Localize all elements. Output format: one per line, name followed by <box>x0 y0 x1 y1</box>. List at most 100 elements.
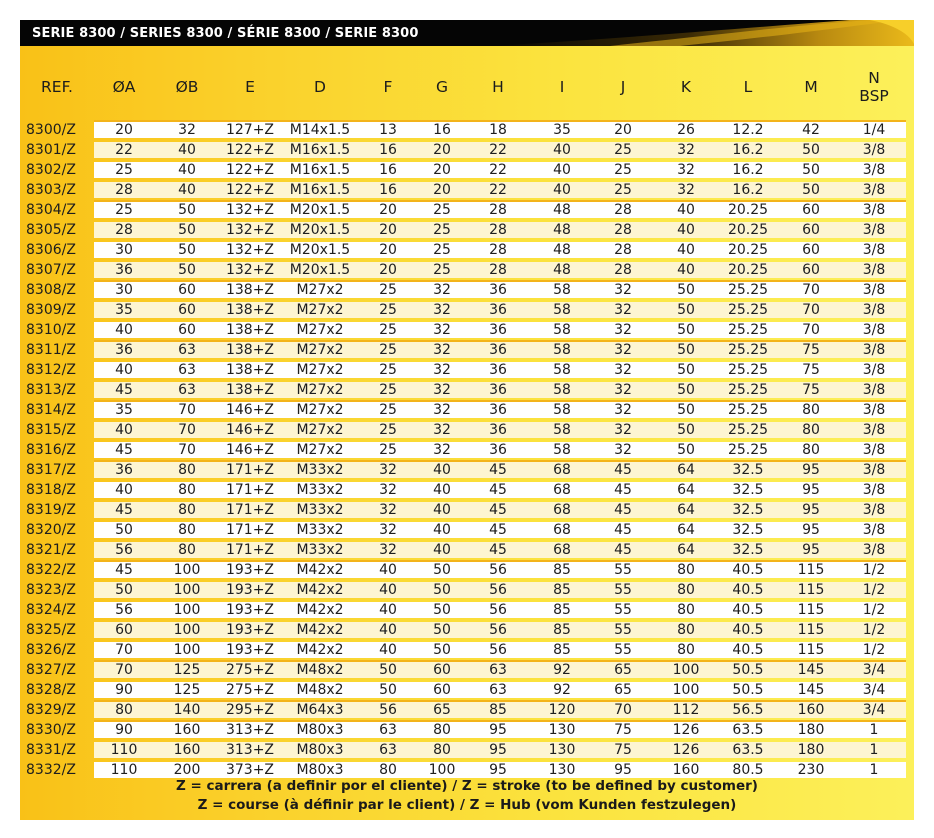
cell-diam-b: 70 <box>178 422 196 438</box>
cell-l: 20.25 <box>727 222 769 238</box>
cell-n-bsp: 3/8 <box>862 442 886 458</box>
cell-ref: 8321/Z <box>26 542 76 558</box>
cell-diam-b: 63 <box>178 362 196 378</box>
cell-g: 40 <box>433 542 451 558</box>
cell-g: 60 <box>433 682 451 698</box>
cell-i: 85 <box>553 622 571 638</box>
cell-ref: 8314/Z <box>26 402 76 418</box>
cell-diam-a: 25 <box>115 202 133 218</box>
cell-k: 50 <box>677 422 695 438</box>
cell-n-bsp: 3/8 <box>862 402 886 418</box>
cell-f: 25 <box>379 362 397 378</box>
cell-m: 180 <box>797 742 825 758</box>
cell-diam-b: 100 <box>173 602 201 618</box>
cell-g: 20 <box>433 182 451 198</box>
cell-d: M27x2 <box>296 362 344 378</box>
header-d: D <box>314 78 326 96</box>
cell-e: 193+Z <box>225 602 275 618</box>
cell-e: 122+Z <box>225 142 275 158</box>
cell-diam-a: 80 <box>115 702 133 718</box>
cell-i: 40 <box>553 162 571 178</box>
header-h: H <box>492 78 504 96</box>
cell-k: 64 <box>677 522 695 538</box>
cell-i: 68 <box>553 502 571 518</box>
cell-d: M80x3 <box>296 762 344 778</box>
cell-h: 95 <box>489 722 507 738</box>
cell-e: 138+Z <box>225 302 275 318</box>
table-row: 8319/Z 45 80 171+Z M33x2 32 40 45 68 45 64 32.5 95 3/… <box>20 500 914 520</box>
table-row: 8303/Z 28 40 122+Z M16x1.5 16 20 22 40 25 32 16.2 50… <box>20 180 914 200</box>
cell-e: 313+Z <box>225 742 275 758</box>
cell-l: 40.5 <box>732 642 764 658</box>
cell-m: 115 <box>797 582 825 598</box>
cell-g: 40 <box>433 482 451 498</box>
cell-f: 32 <box>379 522 397 538</box>
cell-m: 95 <box>802 482 820 498</box>
cell-ref: 8308/Z <box>26 282 76 298</box>
cell-j: 65 <box>614 662 632 678</box>
cell-f: 25 <box>379 422 397 438</box>
cell-f: 13 <box>379 122 397 138</box>
cell-h: 63 <box>489 682 507 698</box>
cell-d: M48x2 <box>296 662 344 678</box>
cell-n-bsp: 3/8 <box>862 502 886 518</box>
cell-h: 36 <box>489 382 507 398</box>
cell-l: 40.5 <box>732 562 764 578</box>
row-group-separator <box>94 700 906 702</box>
cell-m: 115 <box>797 642 825 658</box>
row-background <box>94 422 906 438</box>
cell-ref: 8317/Z <box>26 462 76 478</box>
cell-j: 25 <box>614 182 632 198</box>
row-group-separator <box>94 120 906 122</box>
cell-d: M16x1.5 <box>289 162 351 178</box>
title-banner: SERIE 8300 / SERIES 8300 / SÉRIE 8300 / … <box>20 20 914 46</box>
cell-diam-a: 70 <box>115 642 133 658</box>
table-row: 8307/Z 36 50 132+Z M20x1.5 20 25 28 48 28 40 20.25 6… <box>20 260 914 280</box>
cell-diam-a: 45 <box>115 382 133 398</box>
cell-h: 36 <box>489 422 507 438</box>
cell-e: 275+Z <box>225 682 275 698</box>
row-background <box>94 322 906 338</box>
row-background <box>94 742 906 758</box>
cell-diam-b: 140 <box>173 702 201 718</box>
cell-j: 45 <box>614 482 632 498</box>
cell-j: 45 <box>614 502 632 518</box>
cell-diam-b: 200 <box>173 762 201 778</box>
cell-g: 50 <box>433 562 451 578</box>
cell-diam-b: 40 <box>178 162 196 178</box>
cell-n-bsp: 3/8 <box>862 162 886 178</box>
cell-e: 132+Z <box>225 242 275 258</box>
footer-note-2: Z = course (à définir par le client) / Z… <box>197 797 737 813</box>
cell-e: 373+Z <box>225 762 275 778</box>
cell-m: 230 <box>797 762 825 778</box>
cell-g: 20 <box>433 162 451 178</box>
cell-i: 58 <box>553 282 571 298</box>
cell-l: 25.25 <box>727 382 769 398</box>
cell-i: 120 <box>548 702 576 718</box>
cell-m: 60 <box>802 222 820 238</box>
cell-n-bsp: 3/8 <box>862 342 886 358</box>
cell-f: 25 <box>379 302 397 318</box>
cell-d: M33x2 <box>296 482 344 498</box>
cell-ref: 8300/Z <box>26 122 76 138</box>
table-row: 8312/Z 40 63 138+Z M27x2 25 32 36 58 32 50 25.25 75 3… <box>20 360 914 380</box>
cell-diam-b: 32 <box>178 122 196 138</box>
table-row: 8321/Z 56 80 171+Z M33x2 32 40 45 68 45 64 32.5 95 3/… <box>20 540 914 560</box>
cell-i: 58 <box>553 362 571 378</box>
cell-n-bsp: 3/8 <box>862 202 886 218</box>
cell-f: 32 <box>379 542 397 558</box>
cell-g: 16 <box>433 122 451 138</box>
cell-f: 40 <box>379 602 397 618</box>
cell-m: 70 <box>802 302 820 318</box>
cell-n-bsp: 3/8 <box>862 482 886 498</box>
cell-ref: 8302/Z <box>26 162 76 178</box>
cell-i: 58 <box>553 342 571 358</box>
cell-ref: 8318/Z <box>26 482 76 498</box>
cell-diam-b: 63 <box>178 382 196 398</box>
cell-g: 60 <box>433 662 451 678</box>
row-background <box>94 642 906 658</box>
cell-l: 25.25 <box>727 322 769 338</box>
cell-e: 132+Z <box>225 202 275 218</box>
footer-note-1: Z = carrera (a definir por el cliente) /… <box>176 778 758 794</box>
cell-f: 40 <box>379 622 397 638</box>
